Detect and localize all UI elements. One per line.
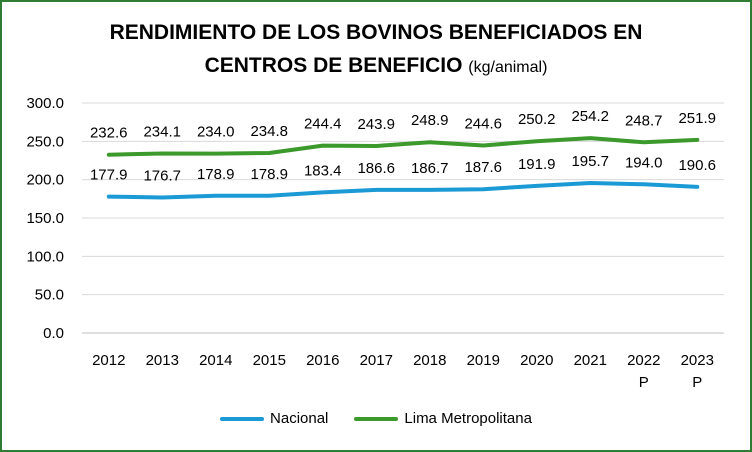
- x-tick-label: 2012: [92, 352, 125, 369]
- data-label: 254.2: [571, 108, 609, 125]
- series-line: [106, 136, 700, 157]
- data-label: 251.9: [678, 110, 716, 127]
- legend-swatch-nacional: [220, 416, 265, 421]
- legend-item-nacional: Nacional: [220, 410, 328, 427]
- x-tick-label: 2023: [681, 352, 714, 369]
- y-tick-label: 300.0: [26, 95, 64, 112]
- data-label: 195.7: [571, 153, 609, 170]
- chart-legend: Nacional Lima Metropolitana: [2, 410, 750, 427]
- x-tick-label: 2017: [360, 352, 393, 369]
- data-label: 234.8: [250, 123, 288, 140]
- x-tick-label: 2014: [199, 352, 232, 369]
- y-tick-label: 100.0: [26, 248, 64, 265]
- chart-title-line2: CENTROS DE BENEFICIO (kg/animal): [2, 49, 750, 84]
- x-tick-label: 2022: [627, 352, 660, 369]
- data-label: 176.7: [143, 168, 181, 185]
- data-label: 243.9: [357, 116, 395, 133]
- data-label: 186.7: [411, 160, 449, 177]
- data-label: 244.4: [304, 116, 342, 133]
- data-label: 177.9: [90, 167, 128, 184]
- legend-swatch-lima-metropolitana: [354, 416, 399, 421]
- x-tick-label: P: [639, 374, 649, 391]
- y-tick-label: 250.0: [26, 133, 64, 150]
- x-tick-label: 2015: [253, 352, 286, 369]
- y-tick-label: 150.0: [26, 210, 64, 227]
- x-tick-label: 2018: [413, 352, 446, 369]
- data-label: 250.2: [518, 111, 556, 128]
- x-tick-label: 2021: [574, 352, 607, 369]
- y-tick-label: 50.0: [35, 287, 64, 304]
- data-label: 178.9: [197, 166, 235, 183]
- x-tick-label: 2013: [146, 352, 179, 369]
- series-line: [106, 181, 700, 200]
- data-label: 234.0: [197, 124, 235, 141]
- data-label: 183.4: [304, 162, 342, 179]
- y-tick-label: 200.0: [26, 172, 64, 189]
- chart-title-line1: RENDIMIENTO DE LOS BOVINOS BENEFICIADOS …: [109, 21, 643, 44]
- data-label: 248.9: [411, 112, 449, 129]
- data-label: 244.6: [464, 115, 502, 132]
- data-label: 191.9: [518, 156, 556, 173]
- chart-title: RENDIMIENTO DE LOS BOVINOS BENEFICIADOS …: [2, 16, 750, 84]
- x-tick-label: 2020: [520, 352, 553, 369]
- data-label: 187.6: [464, 159, 502, 176]
- chart-title-unit: (kg/animal): [468, 59, 548, 76]
- legend-item-lima-metropolitana: Lima Metropolitana: [354, 410, 532, 427]
- legend-label-nacional: Nacional: [270, 410, 329, 427]
- data-label: 186.6: [357, 160, 395, 177]
- data-label: 178.9: [250, 166, 288, 183]
- data-label: 234.1: [143, 124, 181, 141]
- data-label: 248.7: [625, 112, 663, 129]
- legend-label-lima-metropolitana: Lima Metropolitana: [404, 410, 532, 427]
- x-tick-label: 2019: [467, 352, 500, 369]
- y-tick-label: 0.0: [43, 325, 64, 342]
- data-label: 232.6: [90, 125, 128, 142]
- chart-title-line2-text: CENTROS DE BENEFICIO: [204, 54, 463, 77]
- data-label: 190.6: [678, 157, 716, 174]
- data-label: 194.0: [625, 154, 663, 171]
- x-tick-label: 2016: [306, 352, 339, 369]
- x-tick-label: P: [692, 374, 702, 391]
